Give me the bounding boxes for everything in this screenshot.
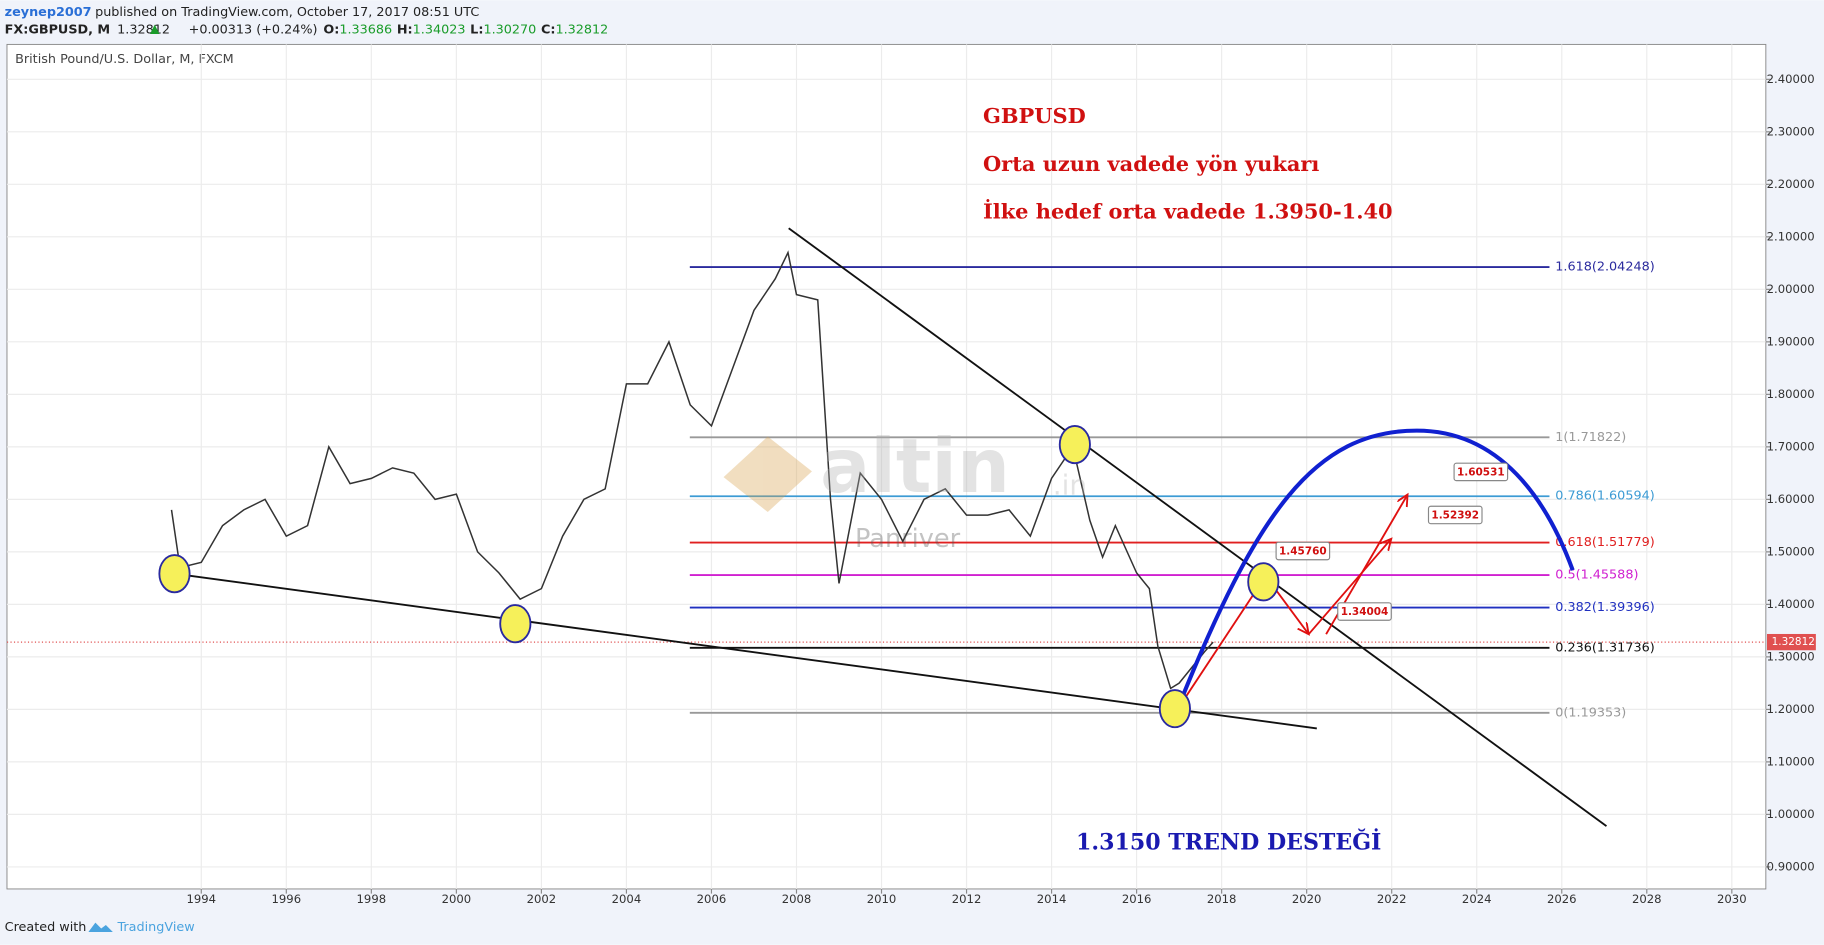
projection-arc bbox=[1175, 428, 1575, 711]
x-tick-label: 2006 bbox=[697, 892, 727, 906]
x-tick-label: 2028 bbox=[1632, 892, 1662, 906]
highlight-circle bbox=[1058, 425, 1091, 465]
y-tick-label: 2.40000 bbox=[1767, 72, 1815, 86]
x-tick-label: 1998 bbox=[357, 892, 387, 906]
l-value: 1.30270 bbox=[483, 22, 536, 37]
up-triangle bbox=[150, 24, 160, 34]
y-tick-label: 2.30000 bbox=[1767, 124, 1815, 138]
watermark-logo bbox=[723, 436, 812, 513]
y-tick-label: 1.40000 bbox=[1767, 597, 1815, 611]
target-label: 1.52392 bbox=[1431, 510, 1479, 522]
arrow bbox=[1307, 539, 1392, 635]
target-box bbox=[1427, 505, 1483, 525]
x-tick-label: 2010 bbox=[867, 892, 897, 906]
grid bbox=[6, 44, 1766, 889]
x-tick-label: 2020 bbox=[1292, 892, 1322, 906]
price: 1.32812 bbox=[117, 22, 170, 37]
highlight-circle bbox=[1158, 689, 1191, 729]
x-tick-label: 2002 bbox=[527, 892, 557, 906]
tv-logo bbox=[88, 922, 113, 932]
annotation: Orta uzun vadede yön yukarı bbox=[983, 151, 1319, 176]
target-box bbox=[1275, 541, 1331, 561]
annotation: İlke hedef orta vadede 1.3950-1.40 bbox=[983, 199, 1393, 224]
h-label: H: bbox=[397, 22, 413, 37]
y-tick-label: 0.90000 bbox=[1767, 859, 1815, 873]
symbol: FX:GBPUSD, M bbox=[5, 22, 111, 37]
x-tick-label: 2012 bbox=[952, 892, 982, 906]
published: published on TradingView.com, October 17… bbox=[95, 4, 479, 19]
o-value: 1.33686 bbox=[339, 22, 392, 37]
chart-title: British Pound/U.S. Dollar, M, FXCM bbox=[15, 52, 234, 67]
target-label: 1.60531 bbox=[1457, 467, 1505, 479]
trend-line bbox=[174, 572, 1317, 730]
price-line bbox=[170, 250, 1214, 690]
support-note: 1.3150 TREND DESTEĞİ bbox=[1076, 828, 1381, 856]
watermark-text: altin bbox=[820, 423, 1010, 510]
last-price-tag bbox=[1767, 633, 1816, 651]
highlight-circle bbox=[1247, 562, 1280, 602]
o-label: O: bbox=[323, 22, 339, 37]
x-tick-label: 2026 bbox=[1547, 892, 1577, 906]
footer-brand[interactable]: TradingView bbox=[116, 920, 194, 935]
trend-line bbox=[788, 227, 1608, 827]
l-label: L: bbox=[470, 22, 483, 37]
c-value: 1.32812 bbox=[555, 22, 608, 37]
x-tick-label: 2030 bbox=[1717, 892, 1747, 906]
x-tick-label: 2024 bbox=[1462, 892, 1492, 906]
y-tick-label: 1.00000 bbox=[1767, 807, 1815, 821]
c-label: C: bbox=[541, 22, 556, 37]
fib-label: 0.5(1.45588) bbox=[1555, 568, 1638, 583]
x-tick-label: 2016 bbox=[1122, 892, 1152, 906]
y-tick-label: 1.30000 bbox=[1767, 649, 1815, 663]
highlight-circle bbox=[499, 604, 532, 644]
fib-label: 0.618(1.51779) bbox=[1555, 535, 1654, 550]
y-tick-label: 1.50000 bbox=[1767, 544, 1815, 558]
target-box bbox=[1337, 602, 1392, 621]
y-tick-label: 1.10000 bbox=[1767, 754, 1815, 768]
watermark-sub: Panriver bbox=[855, 524, 961, 554]
last-price-label: 1.32812 bbox=[1772, 636, 1815, 648]
highlight-circle bbox=[158, 554, 191, 594]
footer-created: Created with bbox=[5, 920, 87, 935]
x-tick-label: 2000 bbox=[442, 892, 472, 906]
change: +0.00313 (+0.24%) bbox=[189, 22, 318, 37]
target-label: 1.45760 bbox=[1279, 546, 1327, 558]
x-tick-label: 2022 bbox=[1377, 892, 1407, 906]
y-tick-label: 2.20000 bbox=[1767, 177, 1815, 191]
fib-label: 0.786(1.60594) bbox=[1555, 489, 1654, 504]
header-line: zeynep2007 published on TradingView.com, … bbox=[5, 4, 480, 19]
y-tick-label: 2.00000 bbox=[1767, 282, 1815, 296]
watermark-suffix: .in bbox=[1053, 468, 1087, 501]
x-tick-label: 2008 bbox=[782, 892, 812, 906]
x-tick-label: 1994 bbox=[186, 892, 216, 906]
x-tick-label: 2004 bbox=[612, 892, 642, 906]
symbol-line: FX:GBPUSD, M 1.32812 +0.00313 (+0.24%) O:1.… bbox=[5, 22, 609, 37]
y-tick-label: 1.20000 bbox=[1767, 702, 1815, 716]
y-tick-label: 1.90000 bbox=[1767, 334, 1815, 348]
fib-label: 1.618(2.04248) bbox=[1555, 260, 1654, 275]
fib-label: 1(1.71822) bbox=[1555, 430, 1626, 445]
annotation: GBPUSD bbox=[983, 103, 1086, 128]
x-tick-label: 2014 bbox=[1037, 892, 1067, 906]
y-tick-label: 1.60000 bbox=[1767, 492, 1815, 506]
x-tick-label: 1996 bbox=[272, 892, 302, 906]
x-tick-label: 2018 bbox=[1207, 892, 1237, 906]
fib-label: 0.236(1.31736) bbox=[1555, 640, 1654, 655]
fib-label: 0(1.19353) bbox=[1555, 705, 1626, 720]
arrow bbox=[1176, 576, 1265, 711]
watermark: altin .in Panriver bbox=[723, 423, 1087, 554]
fib-label: 0.382(1.39396) bbox=[1555, 600, 1654, 615]
author[interactable]: zeynep2007 bbox=[5, 4, 92, 19]
y-tick-label: 2.10000 bbox=[1767, 229, 1815, 243]
y-tick-label: 1.70000 bbox=[1767, 439, 1815, 453]
h-value: 1.34023 bbox=[413, 22, 466, 37]
target-box bbox=[1453, 462, 1509, 482]
target-label: 1.34004 bbox=[1341, 606, 1389, 618]
y-tick-label: 1.80000 bbox=[1767, 387, 1815, 401]
